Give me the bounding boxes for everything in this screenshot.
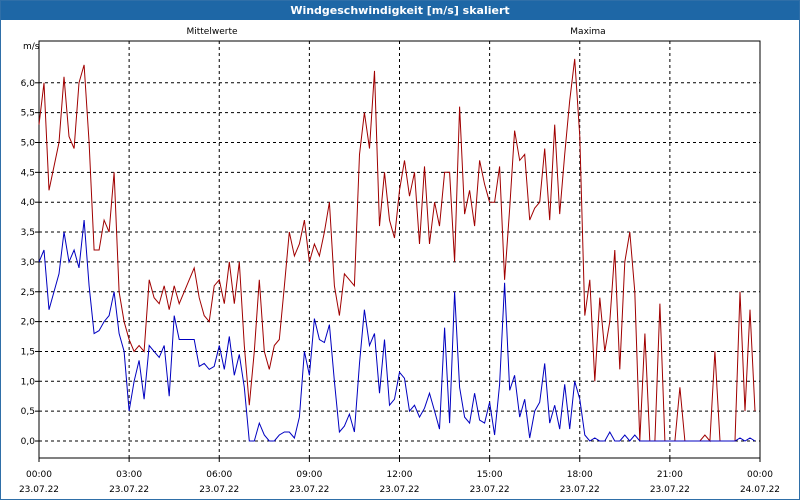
y-tick-label: 2,0 [21,318,36,328]
x-tick-date: 23.07.22 [379,485,419,495]
series-lines [38,58,756,443]
y-tick-label: 2,5 [21,288,35,298]
y-tick-label: 0,5 [21,407,35,417]
chart-title: Windgeschwindigkeit [m/s] skaliert [1,1,799,20]
y-tick-label: 3,0 [21,258,36,268]
x-tick-time: 03:00 [116,470,142,480]
x-tick-time: 21:00 [657,470,683,480]
y-axis-label: m/s [23,42,40,52]
y-tick-label: 1,5 [21,347,35,357]
y-tick-label: 1,0 [21,377,36,387]
x-tick-time: 00:00 [747,470,773,480]
x-tick-date: 23.07.22 [470,485,510,495]
x-tick-date: 23.07.22 [289,485,329,495]
series-line-maxima [38,58,756,443]
x-tick-time: 06:00 [206,470,232,480]
grid-lines [39,41,760,458]
y-tick-label: 3,5 [21,228,35,238]
y-tick-label: 0,0 [21,437,36,447]
axis-ticks: 0,0 0,5 1,0 1,5 2,0 2,5 3,0 3,5 4,0 4,5 5,0 5,5 6,0 0… [19,79,780,495]
x-tick-date: 23.07.22 [19,485,59,495]
x-tick-date: 23.07.22 [650,485,690,495]
x-tick-time: 12:00 [387,470,413,480]
x-tick-date: 24.07.22 [740,485,780,495]
series-line-mittelwerte [38,220,756,442]
y-tick-label: 5,0 [21,139,36,149]
x-tick-time: 00:00 [26,470,52,480]
y-tick-label: 6,0 [21,79,36,89]
x-tick-date: 23.07.22 [109,485,149,495]
x-tick-date: 23.07.22 [560,485,600,495]
x-tick-time: 15:00 [477,470,503,480]
x-tick-time: 09:00 [296,470,322,480]
x-tick-time: 18:00 [567,470,593,480]
y-tick-label: 4,0 [21,198,36,208]
y-tick-label: 5,5 [21,109,35,119]
legend-maxima: Maxima [570,27,605,37]
legend-mittelwerte: Mittelwerte [186,27,237,37]
y-tick-label: 4,5 [21,168,35,178]
x-tick-date: 23.07.22 [199,485,239,495]
